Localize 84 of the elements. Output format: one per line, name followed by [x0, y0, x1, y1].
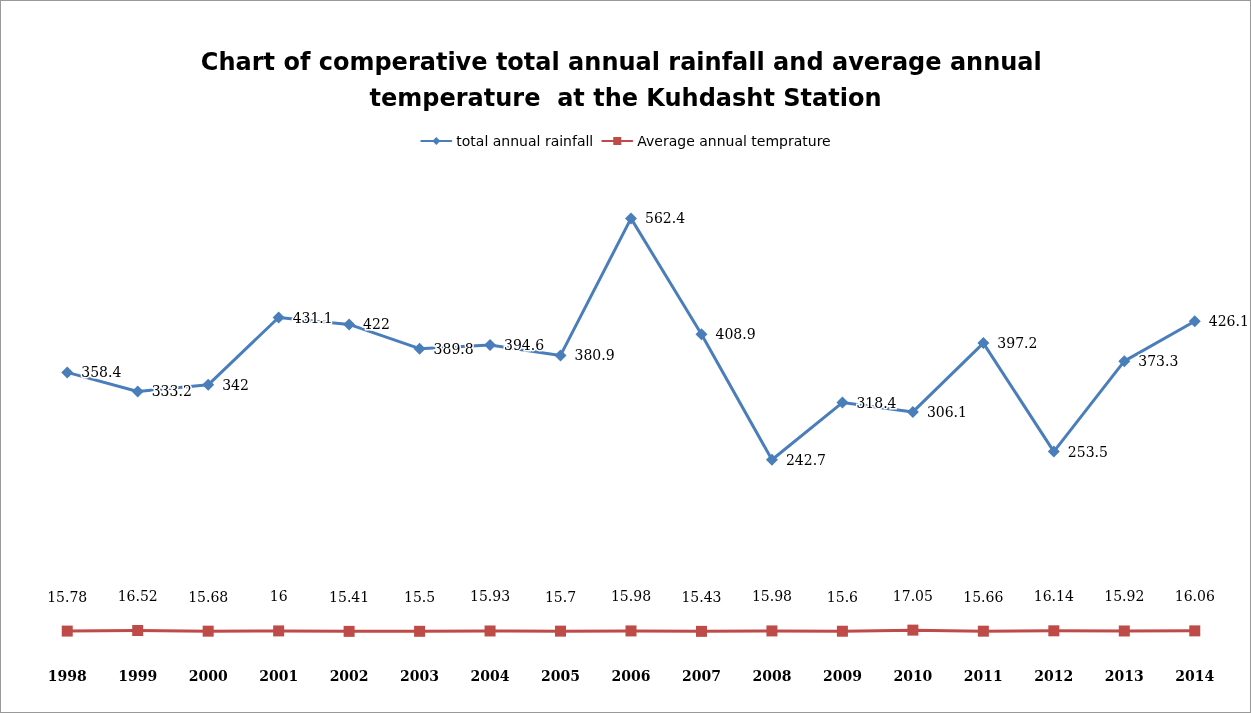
- data-label: 253.5: [1067, 443, 1108, 460]
- point: [906, 405, 919, 418]
- point: [202, 378, 215, 391]
- data-label: 15.68: [188, 588, 229, 605]
- data-label: 16.14: [1033, 588, 1074, 605]
- x-tick-label: 1998: [47, 668, 87, 684]
- point: [132, 625, 144, 637]
- point: [695, 328, 708, 341]
- point: [413, 342, 426, 355]
- x-tick-label: 2001: [259, 668, 299, 684]
- point: [272, 311, 285, 324]
- legend-label: Average annual temprature: [637, 133, 831, 149]
- data-label: 422: [363, 316, 390, 333]
- point: [131, 385, 144, 398]
- point: [273, 625, 285, 637]
- data-label: 15.6: [826, 588, 859, 605]
- chart-title: Chart of comperative total annual rainfall and average annual temperature at the Kuhdasht Station: [200, 48, 1051, 112]
- x-tick-label: 2003: [400, 668, 440, 684]
- x-tick-label: 2009: [822, 668, 862, 684]
- data-label: 16.06: [1174, 588, 1215, 605]
- data-label: 16: [269, 588, 288, 605]
- point: [1188, 315, 1201, 328]
- x-tick-label: 2012: [1034, 668, 1074, 684]
- data-label: 242.7: [785, 451, 827, 468]
- data-label: 342: [222, 376, 249, 393]
- x-tick-label: 2006: [611, 668, 651, 684]
- data-label: 16.52: [117, 588, 158, 605]
- data-label: 394.6: [504, 337, 545, 354]
- point: [977, 625, 989, 637]
- data-label: 15.78: [47, 588, 88, 605]
- x-tick-label: 2000: [188, 668, 228, 684]
- point: [484, 625, 496, 637]
- point: [1048, 625, 1060, 637]
- data-label: 562.4: [645, 210, 686, 227]
- data-label: 15.41: [329, 588, 370, 605]
- data-label: 408.9: [715, 326, 756, 343]
- data-label: 306.1: [926, 403, 967, 420]
- x-tick-label: 2008: [752, 668, 792, 684]
- data-label: 380.9: [574, 347, 615, 364]
- point: [555, 625, 567, 637]
- point: [343, 625, 355, 637]
- x-tick-label: 2013: [1104, 668, 1144, 684]
- x-tick-label: 2007: [681, 668, 721, 684]
- x-tick-label: 2014: [1175, 668, 1215, 684]
- x-tick-label: 2002: [329, 668, 369, 684]
- data-label: 15.93: [470, 588, 511, 605]
- data-label: 358.4: [81, 364, 122, 381]
- point: [202, 625, 214, 637]
- data-label: 15.92: [1104, 588, 1145, 605]
- data-label: 17.05: [892, 587, 933, 604]
- point: [625, 625, 637, 637]
- point: [836, 396, 849, 409]
- x-tick-label: 1999: [118, 668, 158, 684]
- point: [343, 318, 356, 331]
- x-tick-label: 2005: [541, 668, 581, 684]
- data-label: 15.98: [751, 588, 792, 605]
- point: [61, 625, 73, 637]
- data-label: 397.2: [997, 335, 1038, 352]
- data-label: 426.1: [1208, 313, 1249, 330]
- x-tick-label: 2010: [893, 668, 933, 684]
- data-label: 15.98: [610, 588, 652, 605]
- point: [695, 625, 707, 637]
- data-label: 373.3: [1138, 353, 1179, 370]
- point: [61, 366, 74, 379]
- legend-label: total annual rainfall: [456, 133, 594, 149]
- x-tick-label: 2011: [963, 668, 1003, 684]
- data-label: 15.7: [544, 588, 577, 605]
- point: [765, 453, 778, 466]
- point: [977, 337, 990, 350]
- point: [484, 339, 497, 352]
- point: [1118, 355, 1131, 368]
- x-tick-label: 2004: [470, 668, 510, 684]
- data-label: 15.66: [963, 588, 1004, 605]
- point: [1047, 445, 1060, 458]
- data-label: 15.43: [681, 588, 722, 605]
- point: [554, 349, 567, 362]
- point: [1118, 625, 1130, 637]
- data-label: 15.5: [404, 588, 436, 605]
- point: [836, 625, 848, 637]
- point: [766, 625, 778, 637]
- point: [1189, 625, 1201, 637]
- point: [625, 212, 637, 225]
- point: [414, 625, 426, 637]
- point: [907, 624, 919, 636]
